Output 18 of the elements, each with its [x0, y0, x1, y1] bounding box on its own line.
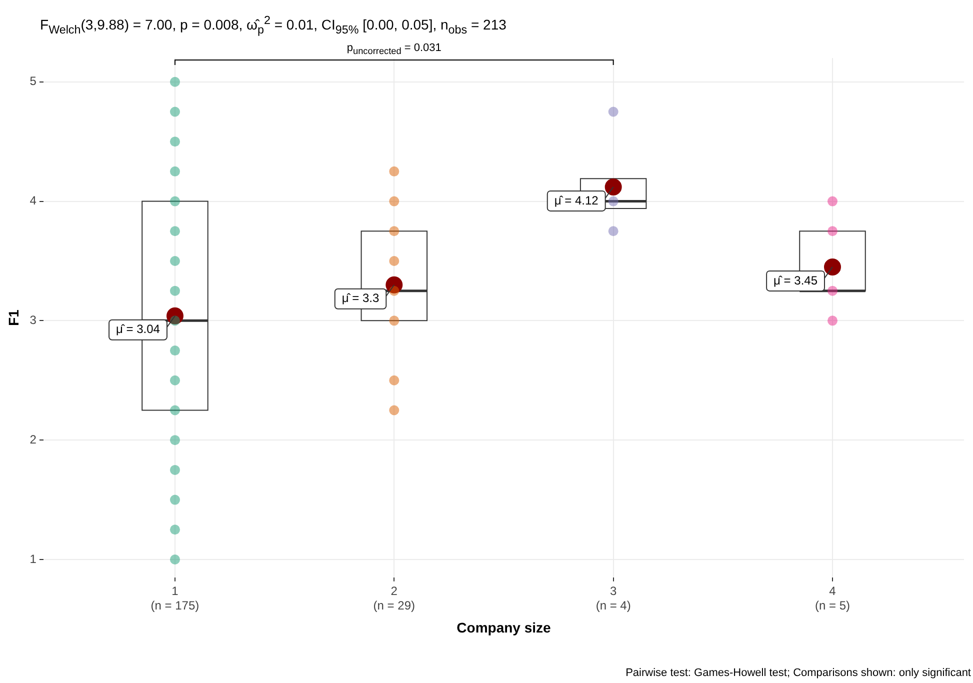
y-tick-label: 1 — [30, 552, 37, 566]
y-tick-label: 3 — [30, 313, 37, 327]
y-tick-label: 5 — [30, 74, 37, 88]
annotation: μ̂ = 3.04 — [116, 322, 160, 336]
annotation: μ̂ = 4.12 — [554, 193, 599, 208]
chart-title: F$_{Welch}$(3,9.88) = 7.00, p = 0.008, ω̂$_{p}$$^{2}$ = 0.01, CI$_{95%}$ [0.00, 0.05], n$_{obs}$ = 213 — [40, 14, 506, 36]
text: Pairwise test: Games-Howell test; Comparisons shown: only significant — [626, 667, 971, 679]
x-tick-label: 2 (n = 29) — [373, 584, 415, 612]
annotation: μ̂ = 3.45 — [774, 273, 818, 288]
text: p$_{uncorrected}$ = 0.031 — [346, 42, 442, 56]
y-tick-label: 2 — [30, 432, 37, 446]
x-tick-label: 3 (n = 4) — [596, 584, 631, 612]
annotation: μ̂ = 3.3 — [342, 291, 380, 306]
x-tick-label: 4 (n = 5) — [814, 584, 850, 612]
x-tick-label: 1 (n = 175) — [150, 584, 200, 612]
y-tick-label: 4 — [30, 194, 37, 208]
y-axis-title: F1 — [5, 309, 22, 326]
x-axis-title: Company size — [456, 619, 552, 636]
